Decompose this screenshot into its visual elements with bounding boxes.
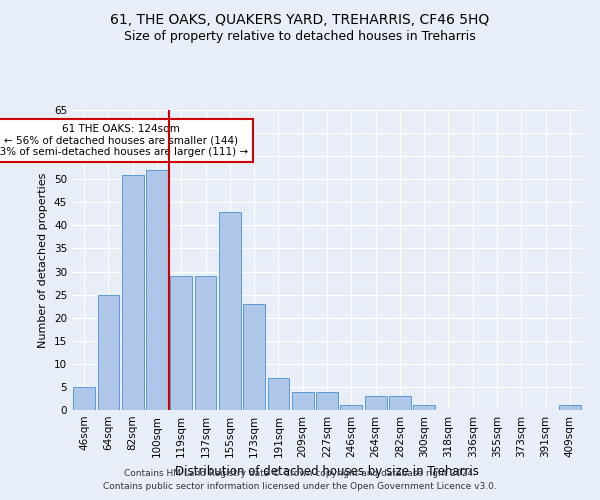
Bar <box>243 304 265 410</box>
Bar <box>73 387 95 410</box>
Bar <box>292 392 314 410</box>
Text: Size of property relative to detached houses in Treharris: Size of property relative to detached ho… <box>124 30 476 43</box>
Bar <box>219 212 241 410</box>
Text: 61, THE OAKS, QUAKERS YARD, TREHARRIS, CF46 5HQ: 61, THE OAKS, QUAKERS YARD, TREHARRIS, C… <box>110 12 490 26</box>
Bar <box>559 406 581 410</box>
Bar <box>340 406 362 410</box>
Text: 61 THE OAKS: 124sqm
← 56% of detached houses are smaller (144)
43% of semi-detac: 61 THE OAKS: 124sqm ← 56% of detached ho… <box>0 124 248 157</box>
Bar <box>316 392 338 410</box>
Y-axis label: Number of detached properties: Number of detached properties <box>38 172 49 348</box>
Text: Contains HM Land Registry data © Crown copyright and database right 2024.: Contains HM Land Registry data © Crown c… <box>124 468 476 477</box>
Bar <box>194 276 217 410</box>
Bar <box>413 406 435 410</box>
Bar <box>146 170 168 410</box>
Bar <box>389 396 411 410</box>
Bar <box>122 174 143 410</box>
Bar <box>97 294 119 410</box>
Bar <box>268 378 289 410</box>
X-axis label: Distribution of detached houses by size in Treharris: Distribution of detached houses by size … <box>175 466 479 478</box>
Text: Contains public sector information licensed under the Open Government Licence v3: Contains public sector information licen… <box>103 482 497 491</box>
Bar <box>365 396 386 410</box>
Bar <box>170 276 192 410</box>
